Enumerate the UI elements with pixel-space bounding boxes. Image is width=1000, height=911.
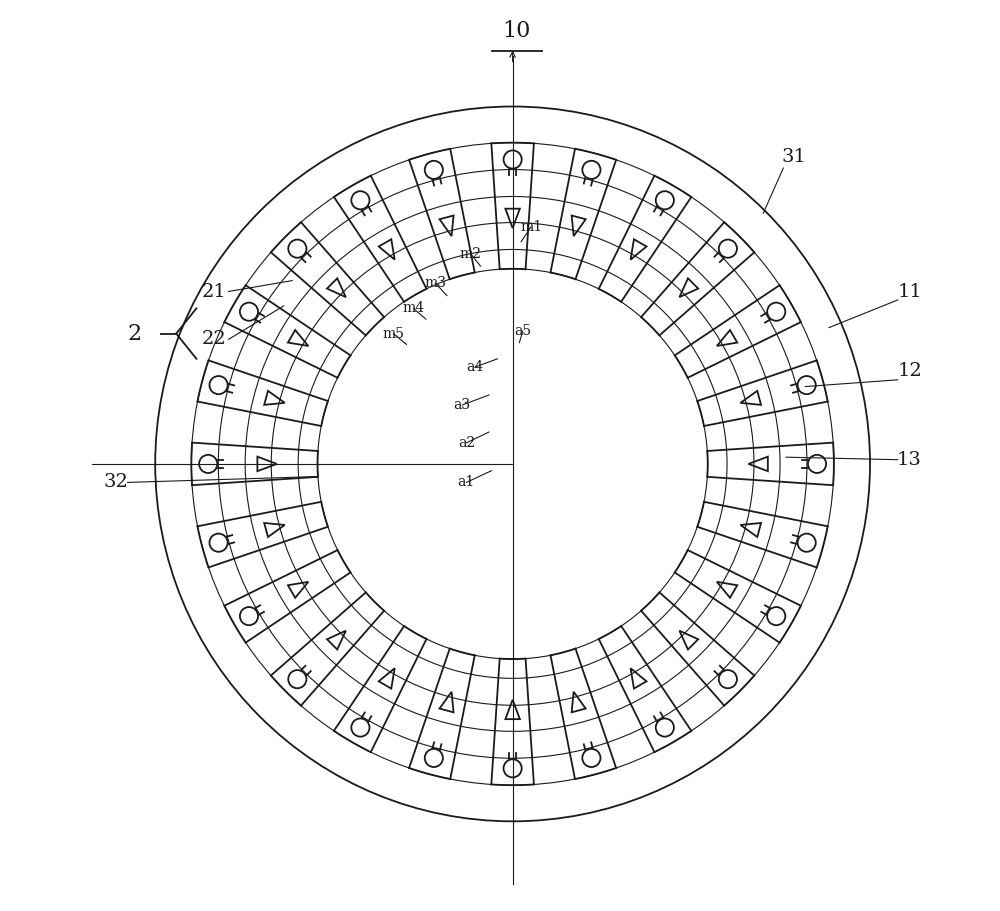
Text: 32: 32 <box>103 474 128 491</box>
Text: a2: a2 <box>458 435 475 450</box>
Text: 22: 22 <box>202 331 226 348</box>
Text: a5: a5 <box>514 324 531 338</box>
Text: 11: 11 <box>897 282 922 301</box>
Text: m4: m4 <box>402 302 424 315</box>
Text: m3: m3 <box>424 276 446 290</box>
Text: 13: 13 <box>897 451 922 468</box>
Text: m1: m1 <box>520 220 542 234</box>
Text: m5: m5 <box>382 326 404 341</box>
Text: 31: 31 <box>782 148 807 166</box>
Text: a1: a1 <box>458 476 475 489</box>
Text: a4: a4 <box>466 360 483 374</box>
Text: m2: m2 <box>460 247 482 261</box>
Text: 10: 10 <box>503 20 531 42</box>
Text: 2: 2 <box>127 322 141 344</box>
Text: a3: a3 <box>454 398 471 412</box>
Text: 21: 21 <box>202 282 226 301</box>
Text: 12: 12 <box>897 363 922 381</box>
